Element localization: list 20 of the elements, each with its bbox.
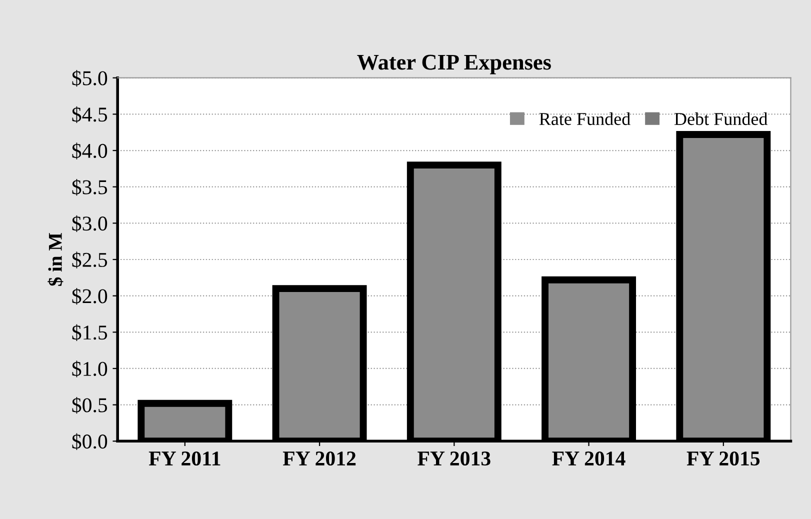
y-tick-label: $2.0 xyxy=(72,288,108,305)
y-tick-label: $1.5 xyxy=(72,324,108,341)
legend-label: Rate Funded xyxy=(539,112,630,126)
y-tick-label: $4.0 xyxy=(72,142,108,160)
x-tick-label: FY 2012 xyxy=(282,451,356,466)
x-tick-label: FY 2015 xyxy=(686,451,760,466)
y-tick-label: $0.5 xyxy=(72,396,108,414)
y-axis-title: $ in M xyxy=(48,233,64,286)
y-tick-label: $1.0 xyxy=(72,360,108,378)
legend-label: Debt Funded xyxy=(674,112,768,126)
x-tick-label: FY 2011 xyxy=(148,451,220,466)
y-tick-label: $3.0 xyxy=(72,215,108,232)
x-tick-label: FY 2013 xyxy=(418,451,490,466)
y-tick-label: $5.0 xyxy=(72,70,108,87)
x-tick-label: FY 2014 xyxy=(552,451,626,466)
chart-title: Water CIP Expenses xyxy=(357,54,551,74)
y-tick-label: $4.5 xyxy=(72,106,108,123)
y-tick-label: $2.5 xyxy=(72,252,108,268)
y-tick-label: $3.5 xyxy=(72,178,108,196)
y-tick-label: $0.0 xyxy=(72,433,108,450)
